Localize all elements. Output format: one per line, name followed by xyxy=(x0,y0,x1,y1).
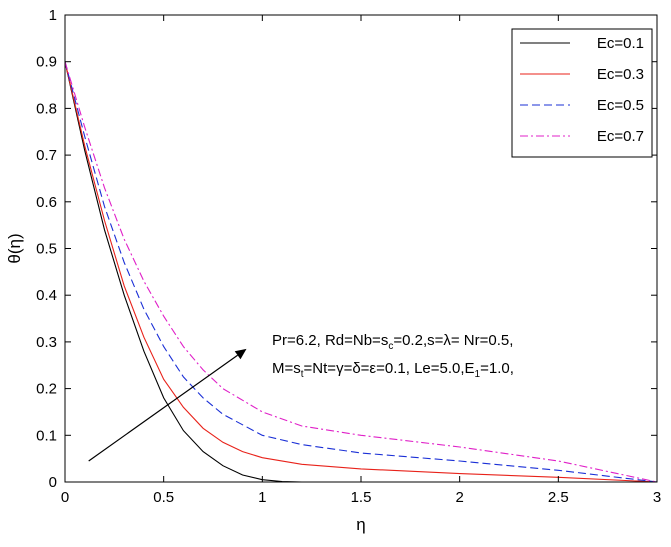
series-line-3 xyxy=(64,61,658,483)
annotation: Pr=6.2, Rd=Nb=sc=0.2,s=λ= Nr=0.5, M=st=N… xyxy=(88,332,514,462)
y-tick-label: 0.1 xyxy=(36,427,57,444)
x-tick-label: 0 xyxy=(61,489,69,506)
annotation-line-1: Pr=6.2, Rd=Nb=sc=0.2,s=λ= Nr=0.5, xyxy=(272,332,513,352)
legend: Ec=0.1 Ec=0.3 Ec=0.5 Ec=0.7 xyxy=(511,28,653,158)
annotation-line-2-subscript-2: 1 xyxy=(475,369,481,380)
annotation-line-2-part-3: =1.0, xyxy=(480,360,514,377)
series-line-2 xyxy=(64,61,658,483)
annotation-arrowhead xyxy=(234,348,247,360)
annotation-line-1-part-2: =0.2,s=λ= Nr=0.5, xyxy=(393,332,513,349)
y-tick-label: 1 xyxy=(49,7,57,24)
annotation-line-2-subscript-1: t xyxy=(301,369,304,380)
legend-label-3: Ec=0.5 xyxy=(597,97,644,114)
x-tick-label: 1 xyxy=(258,489,266,506)
x-tick-label: 2 xyxy=(455,489,463,506)
annotation-line-1-part-1: Pr=6.2, Rd=Nb=s xyxy=(272,332,388,349)
y-tick-label: 0.8 xyxy=(36,100,57,117)
annotation-arrow xyxy=(88,354,238,462)
y-axis-title: θ(η) xyxy=(5,233,24,263)
x-tick-label: 0.5 xyxy=(153,489,174,506)
annotation-line-2: M=st=Nt=γ=δ=ε=0.1, Le=5.0,E1=1.0, xyxy=(272,360,514,380)
annotation-line-1-subscript: c xyxy=(388,341,393,352)
y-tick-label: 0.2 xyxy=(36,381,57,398)
y-tick-label: 0.7 xyxy=(36,147,57,164)
legend-label-1: Ec=0.1 xyxy=(597,35,644,52)
ticks-layer: 0 0.5 1 1.5 2 2.5 3 0 0.1 0.2 0.3 0.4 0.5 0.6 0.7 0.8 0.… xyxy=(36,7,661,506)
x-tick-label: 2.5 xyxy=(548,489,569,506)
x-axis-title: η xyxy=(356,515,365,534)
y-tick-label: 0 xyxy=(49,474,57,491)
y-tick-label: 0.3 xyxy=(36,334,57,351)
annotation-line-2-part-2: =Nt=γ=δ=ε=0.1, Le=5.0,E xyxy=(304,360,475,377)
y-tick-label: 0.5 xyxy=(36,241,57,258)
x-tick-label: 1.5 xyxy=(351,489,372,506)
series-line-4 xyxy=(64,61,658,483)
legend-label-4: Ec=0.7 xyxy=(597,128,644,145)
y-tick-label: 0.9 xyxy=(36,54,57,71)
legend-box xyxy=(511,28,653,158)
y-tick-label: 0.4 xyxy=(36,287,57,304)
legend-label-2: Ec=0.3 xyxy=(597,66,644,83)
x-tick-label: 3 xyxy=(653,489,661,506)
annotation-line-2-part-1: M=s xyxy=(272,360,301,377)
y-tick-label: 0.6 xyxy=(36,194,57,211)
